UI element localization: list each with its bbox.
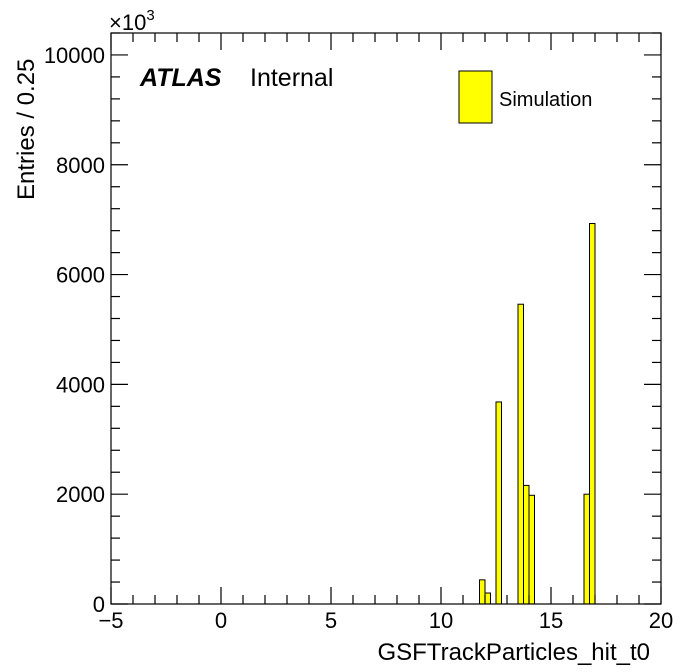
- x-tick-label-2: 5: [325, 608, 337, 633]
- histogram-bar-6: [583, 493, 590, 605]
- x-axis-title: GSFTrackParticles_hit_t0: [377, 639, 650, 666]
- y-tick-label-5: 10000: [44, 43, 105, 68]
- y-tick-label-2: 4000: [56, 372, 105, 397]
- histogram-bar-5: [528, 494, 535, 605]
- x-tick-label-5: 20: [649, 608, 673, 633]
- x-tick-label-0: −5: [98, 608, 123, 633]
- x-tick-labels: −5 0 5 10 15 20: [98, 608, 673, 633]
- histogram-bar-7: [589, 223, 596, 605]
- legend-label-simulation: Simulation: [499, 89, 592, 111]
- histogram-bar-4: [523, 484, 530, 605]
- internal-label: Internal: [250, 64, 333, 92]
- axis-ticks: [110, 32, 662, 605]
- histogram-bar-3: [517, 303, 524, 605]
- y-multiplier-base: ×10: [109, 10, 146, 35]
- legend-swatch-simulation: [458, 70, 493, 124]
- y-multiplier-exponent: 3: [146, 7, 154, 24]
- y-tick-label-1: 2000: [56, 482, 105, 507]
- histogram-bar-1: [484, 592, 491, 605]
- y-axis-multiplier: ×103: [109, 7, 155, 35]
- y-axis-title: Entries / 0.25: [13, 59, 40, 200]
- histogram-bar-2: [495, 401, 502, 605]
- histogram-bar-0: [479, 579, 486, 605]
- x-tick-label-1: 0: [215, 608, 227, 633]
- y-tick-label-4: 8000: [56, 153, 105, 178]
- x-tick-label-3: 10: [429, 608, 453, 633]
- y-tick-label-3: 6000: [56, 263, 105, 288]
- x-tick-label-4: 15: [539, 608, 563, 633]
- atlas-label: ATLAS: [139, 64, 222, 92]
- y-tick-labels: 0 2000 4000 6000 8000 10000: [44, 43, 105, 617]
- y-tick-label-0: 0: [93, 592, 105, 617]
